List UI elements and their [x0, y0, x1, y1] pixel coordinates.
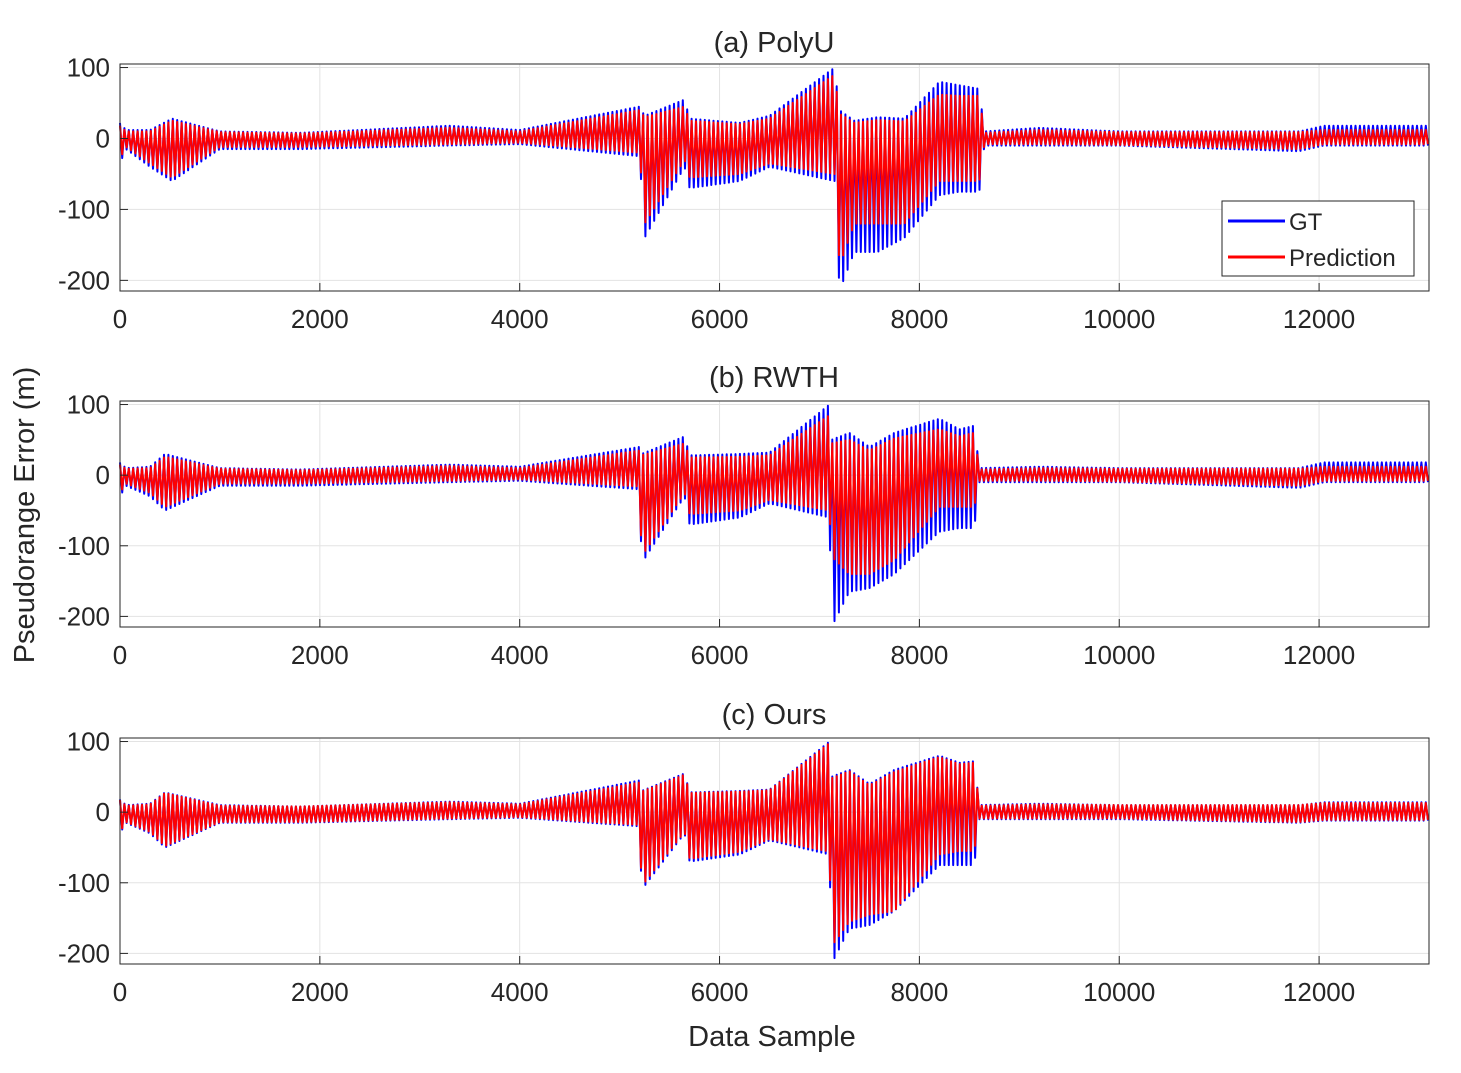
panel-b-y-tick-label-1: 0 [96, 460, 110, 490]
panel-b-x-ticks: 0 2000 4000 6000 8000 10000 12000 [113, 619, 1355, 670]
panel-b-y-tick-label-0: 100 [67, 390, 110, 420]
panel-c-y-tick-label-1: 0 [96, 797, 110, 827]
panel-b-plot [119, 404, 1429, 623]
panel-a-y-tick-label-1: 0 [96, 123, 110, 153]
y-axis-label: Pseudorange Error (m) [9, 367, 41, 664]
panel-c-x-tick-label-6: 12000 [1283, 977, 1355, 1007]
panel-a-axes-frame [119, 63, 1430, 292]
panel-a-x-ticks: 0 2000 4000 6000 8000 10000 12000 [113, 283, 1355, 334]
panel-c-x-tick-label-5: 10000 [1083, 977, 1155, 1007]
panel-b: (b) RWTH 0 2000 4000 6000 8000 10000 12000 100… [58, 362, 1430, 670]
panel-a-x-tick-label-6: 12000 [1283, 304, 1355, 334]
panel-b-x-tick-label-2: 4000 [491, 640, 549, 670]
panel-b-x-tick-label-0: 0 [113, 640, 127, 670]
legend-gt-label: GT [1289, 209, 1323, 236]
panel-c-y-tick-label-2: -100 [58, 868, 110, 898]
panel-c-plot [119, 741, 1429, 960]
panel-a-y-tick-label-2: -100 [58, 194, 110, 224]
legend: GT Prediction [1221, 200, 1415, 277]
panel-c-grid [119, 738, 1429, 964]
panel-c-x-tick-label-1: 2000 [291, 977, 349, 1007]
panel-c-title: (c) Ours [722, 699, 827, 731]
panel-b-axes-frame [119, 400, 1430, 628]
panel-c-y-tick-label-0: 100 [67, 727, 110, 757]
panel-a-series-prediction [119, 75, 1429, 257]
panel-a-x-tick-label-0: 0 [113, 304, 127, 334]
panel-a-y-ticks: 100 0 -100 -200 [58, 53, 128, 295]
panel-a: (a) PolyU 0 2000 4000 6000 8000 10000 12000 10… [58, 27, 1430, 334]
panel-c: (c) Ours 0 2000 4000 6000 8000 10000 12000 100… [58, 699, 1430, 1007]
panel-c-x-tick-label-3: 6000 [691, 977, 749, 1007]
x-axis-label: Data Sample [688, 1021, 856, 1053]
panel-b-x-tick-label-5: 10000 [1083, 640, 1155, 670]
panel-a-y-tick-label-0: 100 [67, 53, 110, 83]
panel-c-x-tick-label-4: 8000 [890, 977, 948, 1007]
legend-box [1221, 200, 1415, 277]
panel-a-y-tick-label-3: -200 [58, 265, 110, 295]
panel-c-y-tick-label-3: -200 [58, 938, 110, 968]
panel-c-y-ticks: 100 0 -100 -200 [58, 727, 128, 968]
panel-a-x-tick-label-4: 8000 [890, 304, 948, 334]
panel-b-x-tick-label-3: 6000 [691, 640, 749, 670]
panel-a-plot [119, 68, 1429, 283]
panel-a-x-tick-label-3: 6000 [691, 304, 749, 334]
panel-a-x-tick-label-2: 4000 [491, 304, 549, 334]
panel-b-series-prediction [119, 415, 1429, 575]
panel-b-y-tick-label-3: -200 [58, 601, 110, 631]
panel-b-x-tick-label-4: 8000 [890, 640, 948, 670]
panel-c-x-ticks: 0 2000 4000 6000 8000 10000 12000 [113, 956, 1355, 1007]
panel-c-axes-frame [119, 737, 1430, 965]
panel-c-series-prediction [119, 743, 1429, 944]
panel-a-x-tick-label-1: 2000 [291, 304, 349, 334]
panel-a-x-tick-label-5: 10000 [1083, 304, 1155, 334]
panel-c-x-tick-label-2: 4000 [491, 977, 549, 1007]
panel-c-x-tick-label-0: 0 [113, 977, 127, 1007]
panel-b-x-tick-label-1: 2000 [291, 640, 349, 670]
panel-b-title: (b) RWTH [709, 362, 839, 394]
panel-b-y-tick-label-2: -100 [58, 531, 110, 561]
panel-b-x-tick-label-6: 12000 [1283, 640, 1355, 670]
panel-b-y-ticks: 100 0 -100 -200 [58, 390, 128, 631]
panel-a-title: (a) PolyU [714, 27, 835, 59]
legend-prediction-label: Prediction [1289, 245, 1396, 272]
